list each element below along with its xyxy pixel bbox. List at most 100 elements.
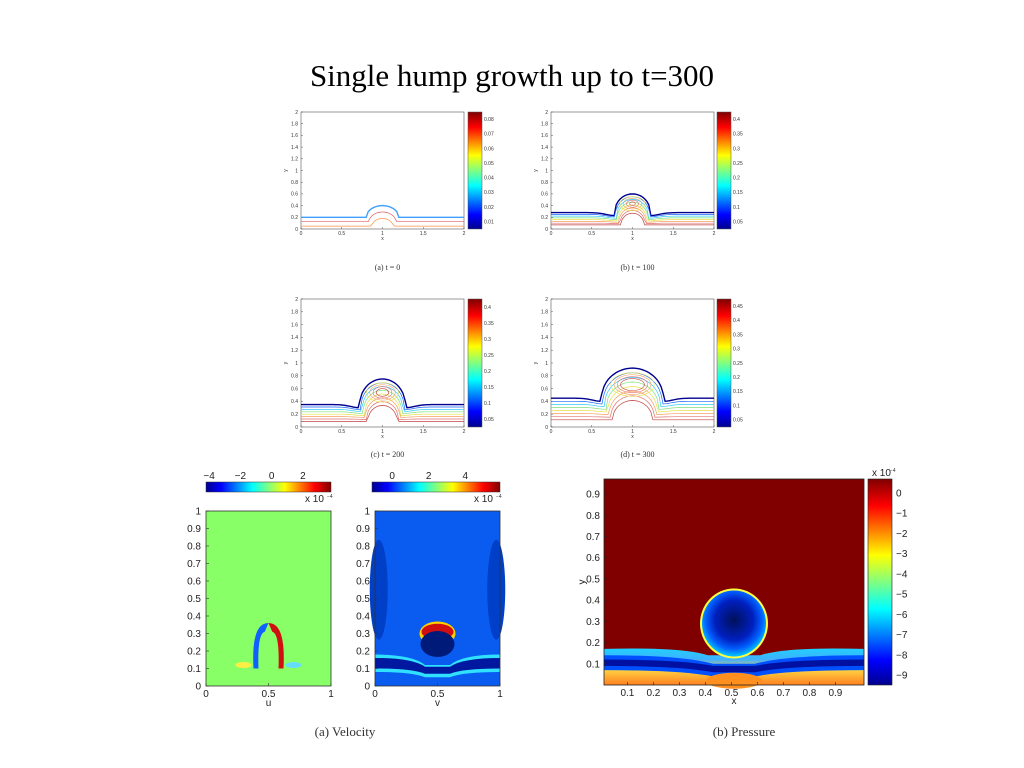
y-tick-label: 0.2	[356, 647, 370, 658]
x-tick-label: 1	[497, 689, 503, 700]
y-tick-label: 1	[545, 361, 548, 367]
colorbar-tick-label: 0.35	[484, 321, 494, 327]
y-tick-label: 0	[364, 682, 370, 693]
interface-contour	[551, 193, 714, 217]
y-tick-label: 0.1	[586, 659, 600, 670]
pressure-low-core	[604, 659, 864, 673]
y-tick-label: 0.6	[356, 577, 370, 588]
y-tick-label: 1.8	[541, 122, 548, 128]
v-side-region	[487, 539, 506, 640]
x-tick-label: 0.2	[646, 688, 660, 699]
x-tick-label: 0.9	[828, 688, 842, 699]
y-tick-label: 0.5	[187, 594, 201, 605]
x-tick-label: 0.5	[588, 231, 595, 237]
x-tick-label: 0	[372, 689, 378, 700]
y-tick-label: 0.2	[187, 647, 201, 658]
inner-contour	[619, 196, 646, 212]
y-tick-label: 0	[545, 425, 548, 431]
interface-contour	[301, 405, 464, 422]
x-tick-label: 1	[381, 429, 384, 435]
y-tick-label: 0.3	[187, 629, 201, 640]
colorbar-tick-label: 0.08	[484, 117, 494, 123]
y-tick-label: 1	[545, 168, 548, 174]
y-tick-label: 1.8	[541, 310, 548, 316]
interface-contour	[551, 212, 714, 226]
interface-contour	[301, 389, 464, 414]
colorbar-tick-label: −6	[896, 610, 908, 621]
inner-contour	[617, 376, 648, 393]
y-tick-label: 1.8	[291, 310, 298, 316]
y-tick-label: 0	[295, 227, 298, 233]
y-tick-label: 0.7	[356, 559, 370, 570]
y-tick-label: 0.8	[586, 511, 600, 522]
x-tick-label: 2	[463, 231, 466, 237]
colorbar	[205, 481, 332, 493]
interface-contour	[301, 401, 464, 420]
interface-contour	[301, 397, 464, 418]
slide-title: Single hump growth up to t=300	[309, 58, 715, 93]
interface-contour	[551, 395, 714, 418]
y-tick-label: 0.4	[187, 612, 201, 623]
pressure-caption: (b) Pressure	[713, 724, 776, 739]
x-tick-label: 1.5	[420, 231, 427, 237]
colorbar-tick-label: 0.3	[733, 146, 740, 152]
x-tick-label: 0.6	[750, 688, 764, 699]
y-tick-label: 0.2	[541, 412, 548, 418]
interface-contour	[551, 204, 714, 222]
y-tick-label: 1.4	[541, 335, 548, 341]
y-tick-label: 0.4	[356, 612, 370, 623]
interface-contour	[551, 386, 714, 413]
colorbar-tick-label: 0	[896, 489, 902, 500]
y-tick-label: 1	[295, 168, 298, 174]
y-tick-label: 0.4	[541, 203, 548, 209]
interface-contour	[551, 377, 714, 408]
snapshot-chart-1: 0 0.2 0.4 0.6 0.8 1 1.2 1.4 1.6 1.8 2 0 0.5 1 1.5 2 x y 0.…	[283, 110, 494, 272]
y-tick-label: 0.6	[187, 577, 201, 588]
y-tick-label: 2	[295, 297, 298, 303]
y-tick-label: 0.6	[541, 386, 548, 392]
y-tick-label: 0.4	[586, 596, 600, 607]
x-tick-label: 1.5	[420, 429, 427, 435]
inner-contour	[613, 374, 652, 395]
velocity-u-chart: 0 0.1 0.2 0.3 0.4 0.5 0.6 0.7 0.8 0.9 1 0 0.5 1 u −4 −2 0…	[187, 471, 334, 709]
x-tick-label: 2	[713, 231, 716, 237]
v-film-core	[375, 658, 500, 674]
colorbar-tick-label: 0.15	[733, 190, 743, 196]
x-tick-label: 0	[550, 231, 553, 237]
colorbar-tick-label: 0.07	[484, 132, 494, 138]
colorbar-tick-label: −1	[896, 509, 908, 520]
plot-frame	[550, 298, 715, 428]
inner-contour	[626, 199, 639, 208]
colorbar-tick-label: 0.4	[733, 318, 740, 324]
y-tick-label: 1	[195, 507, 201, 518]
colorbar-tick-label: −8	[896, 650, 908, 661]
y-tick-label: 0.3	[586, 617, 600, 628]
v-side-region	[369, 539, 388, 640]
subfigure-caption: (b) t = 100	[620, 263, 654, 272]
y-tick-label: 0.8	[187, 542, 201, 553]
y-tick-label: 0.5	[356, 594, 370, 605]
y-tick-label: 0.9	[356, 524, 370, 535]
x-tick-label: 0	[300, 429, 303, 435]
colorbar-tick-label: −3	[896, 549, 908, 560]
y-tick-label: 0.8	[291, 374, 298, 380]
x-axis-label: u	[266, 698, 272, 709]
colorbar-tick-label: 0	[269, 471, 275, 482]
y-tick-label: 0.9	[586, 490, 600, 501]
snapshot-chart-3: 0 0.2 0.4 0.6 0.8 1 1.2 1.4 1.6 1.8 2 0 0.5 1 1.5 2 x y 0.…	[283, 297, 494, 459]
inner-contour	[629, 201, 636, 206]
colorbar-tick-label: 0.25	[733, 361, 743, 367]
x-tick-label: 0.5	[262, 689, 276, 700]
interface-contour	[551, 381, 714, 410]
colorbar-exponent: x 10	[872, 468, 891, 479]
colorbar-tick-label: −4	[203, 471, 215, 482]
x-axis-label: x	[381, 434, 384, 440]
y-axis-label: y	[577, 580, 588, 585]
y-tick-label: 1.6	[291, 133, 298, 139]
x-tick-label: 0.7	[776, 688, 790, 699]
interface-contour	[551, 210, 714, 224]
colorbar-exponent-power: −4	[327, 494, 333, 500]
plot-frame	[300, 111, 465, 230]
colorbar-tick-label: 0.35	[733, 332, 743, 338]
